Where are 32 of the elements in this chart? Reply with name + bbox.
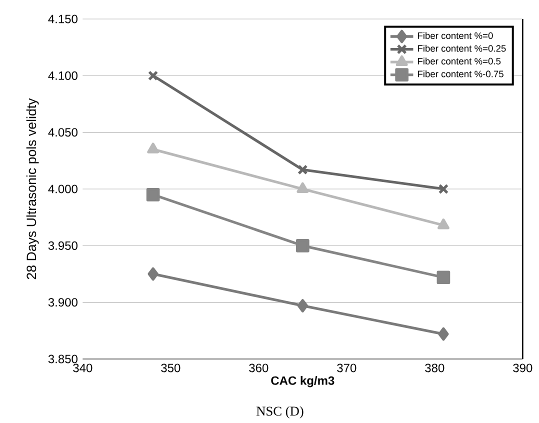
point — [147, 142, 160, 154]
y-tick-label: 4.050 — [48, 128, 78, 137]
legend-label: Fiber content %=0.5 — [418, 58, 501, 64]
point — [438, 184, 449, 194]
point — [438, 327, 449, 341]
text: NSC (D) — [256, 406, 304, 418]
y-tick-label: 4.100 — [48, 71, 78, 80]
point — [296, 182, 309, 193]
y-axis-title: 28 Days Ultrasonic pols velidty — [26, 98, 39, 280]
x-tick-label: 360 — [249, 364, 268, 372]
x-tick-label: 350 — [161, 364, 180, 372]
legend-label: Fiber content %=0.25 — [418, 44, 506, 52]
x-axis-title: CAC kg/m3 — [271, 376, 334, 388]
y-tick-label: 4.150 — [48, 14, 78, 24]
point — [296, 238, 310, 252]
x-tick-label: 380 — [425, 364, 444, 372]
y-tick-label: 3.850 — [48, 354, 78, 364]
point — [436, 270, 450, 284]
point — [297, 299, 308, 312]
x-tick-label: 370 — [337, 364, 356, 372]
x-tick-label: 340 — [73, 364, 92, 372]
point — [148, 70, 158, 81]
y-tick-label: 3.900 — [48, 298, 78, 307]
y-tick-label: 3.950 — [48, 241, 78, 250]
point — [438, 218, 450, 230]
legend-label: Fiber content %-0.75 — [418, 70, 504, 78]
point — [298, 164, 308, 175]
legend-label: Fiber content %=0 — [418, 32, 493, 39]
point — [146, 188, 160, 202]
y-tick-label: 4.000 — [48, 184, 78, 194]
x-tick-label: 390 — [513, 364, 532, 372]
point — [148, 267, 158, 281]
